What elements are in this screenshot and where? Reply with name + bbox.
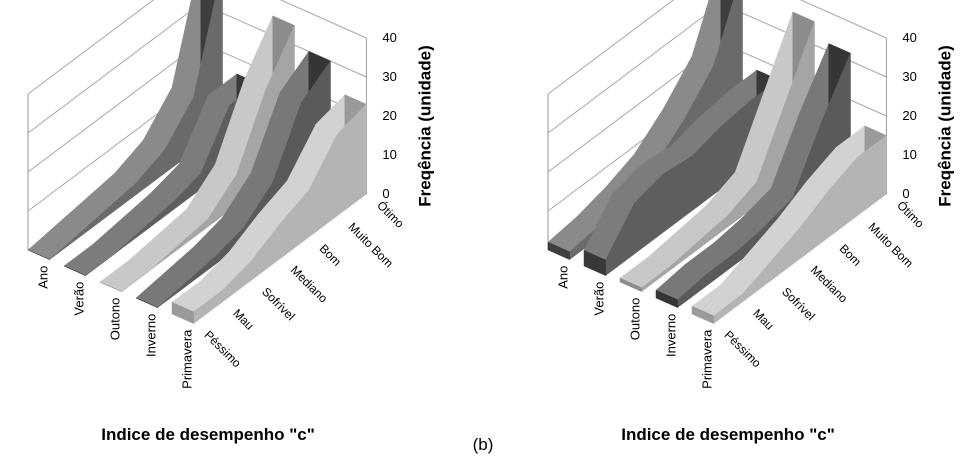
category-label: Péssimo bbox=[201, 328, 244, 371]
area-front-face bbox=[193, 103, 367, 325]
area-start-face bbox=[135, 297, 158, 308]
category-label: Ótimo bbox=[894, 198, 927, 231]
category-label: Ótimo bbox=[374, 198, 407, 231]
series-label: Outono bbox=[628, 298, 643, 341]
z-tick-label: 40 bbox=[382, 30, 396, 45]
z-tick-labels: 0 10 20 30 40 bbox=[382, 30, 396, 201]
category-label: Bom bbox=[837, 241, 864, 268]
area-start-face bbox=[27, 249, 50, 260]
area-front-face bbox=[49, 0, 223, 260]
category-label: Muito Bom bbox=[345, 220, 395, 270]
x-axis-title: Indice de desempenho "c" bbox=[101, 425, 315, 444]
figure-caption: (b) bbox=[473, 435, 494, 454]
series-label: Ano bbox=[36, 266, 51, 289]
z-axis-title: Freqência (unidade) bbox=[415, 45, 434, 207]
area-front-face bbox=[713, 135, 887, 325]
category-label: Sofrível bbox=[779, 285, 818, 324]
category-label: Mau bbox=[230, 306, 256, 332]
series-label: Verão bbox=[72, 282, 87, 316]
series-label: Primavera bbox=[180, 329, 195, 389]
series-primavera bbox=[171, 94, 367, 325]
series-label: Outono bbox=[108, 298, 123, 341]
z-tick-label: 20 bbox=[902, 108, 916, 123]
category-label: Muito Bom bbox=[865, 220, 915, 270]
area-start-face bbox=[583, 250, 606, 276]
category-label: Bom bbox=[317, 241, 344, 268]
series-label: Inverno bbox=[664, 314, 679, 357]
area-start-face bbox=[547, 241, 570, 260]
z-tick-label: 20 bbox=[382, 108, 396, 123]
x-axis-title: Indice de desempenho "c" bbox=[621, 425, 835, 444]
series-label: Primavera bbox=[700, 329, 715, 389]
z-tick-label: 10 bbox=[382, 147, 396, 162]
gridline bbox=[547, 0, 887, 95]
series-ano bbox=[27, 0, 223, 260]
area-start-face bbox=[691, 305, 714, 324]
series-label: Inverno bbox=[144, 314, 159, 357]
series-primavera bbox=[691, 125, 887, 325]
chart-right: 0 10 20 30 40 Ano Verão Outono Inverno Primavera P… bbox=[547, 0, 954, 444]
series-label: Verão bbox=[592, 282, 607, 316]
area-start-face bbox=[63, 265, 86, 276]
area-start-face bbox=[171, 301, 194, 324]
series-labels: Ano Verão Outono Inverno Primavera bbox=[556, 266, 715, 389]
series-outono bbox=[619, 11, 815, 293]
z-axis-title: Freqência (unidade) bbox=[935, 45, 954, 207]
series-labels: Ano Verão Outono Inverno Primavera bbox=[36, 266, 195, 389]
chart-left: 0 10 20 30 40 Ano Verão Outono Inverno Primavera P… bbox=[27, 0, 434, 444]
z-tick-label: 40 bbox=[902, 30, 916, 45]
area-start-face bbox=[619, 277, 642, 292]
area-front-face bbox=[605, 79, 779, 277]
area-front-face bbox=[641, 21, 815, 293]
area-start-face bbox=[99, 281, 122, 292]
category-label: Péssimo bbox=[721, 328, 764, 371]
z-tick-label: 0 bbox=[902, 186, 909, 201]
series-label: Ano bbox=[556, 266, 571, 289]
area-start-face bbox=[655, 289, 678, 308]
gridline bbox=[27, 0, 367, 95]
category-label: Mau bbox=[750, 306, 776, 332]
category-label: Mediano bbox=[288, 263, 331, 306]
category-label: Sofrível bbox=[259, 285, 298, 324]
z-tick-label: 30 bbox=[902, 69, 916, 84]
z-tick-label: 0 bbox=[382, 186, 389, 201]
z-tick-labels: 0 10 20 30 40 bbox=[902, 30, 916, 201]
z-tick-label: 10 bbox=[902, 147, 916, 162]
z-tick-label: 30 bbox=[382, 69, 396, 84]
category-label: Mediano bbox=[808, 263, 851, 306]
